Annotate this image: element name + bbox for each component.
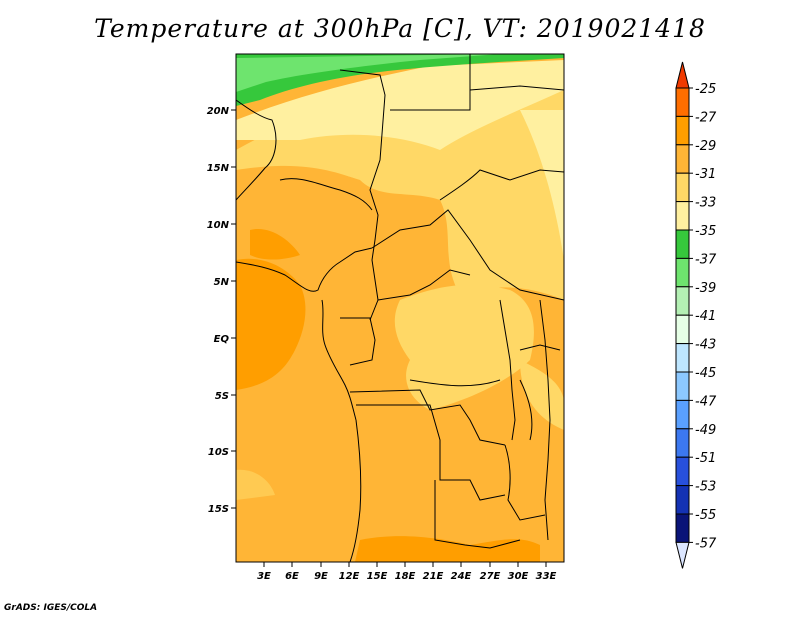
- colorbar-top-arrow: [675, 61, 690, 89]
- colorbar-label: -53: [695, 480, 716, 495]
- lat-label: 15N: [207, 163, 230, 174]
- colorbar-label: -51: [695, 451, 716, 466]
- lon-label: 6E: [285, 571, 299, 582]
- colorbar-swatch: [675, 286, 690, 316]
- colorbar-swatch: [675, 87, 690, 117]
- lat-label: 15S: [208, 504, 229, 515]
- colorbar-swatch: [675, 371, 690, 401]
- lon-label: 27E: [480, 571, 501, 582]
- lat-label: 20N: [207, 106, 230, 117]
- lon-label: 24E: [451, 571, 472, 582]
- colorbar-label: -31: [695, 167, 716, 182]
- lat-label: 5S: [215, 391, 229, 402]
- colorbar-label: -41: [695, 309, 716, 324]
- colorbar-swatch: [675, 314, 690, 345]
- lat-label: EQ: [214, 334, 230, 345]
- colorbar-label: -25: [695, 82, 716, 97]
- colorbar-label: -43: [695, 338, 716, 353]
- colorbar-swatch: [675, 172, 690, 203]
- colorbar-label: -49: [695, 423, 716, 438]
- colorbar-label: -57: [695, 536, 717, 551]
- lon-label: 9E: [314, 571, 328, 582]
- lat-label: 10S: [208, 447, 229, 458]
- colorbar-swatch: [675, 399, 690, 430]
- credit-label: GrADS: IGES/COLA: [4, 603, 98, 613]
- chart-title: Temperature at 300hPa [C], VT: 201902141…: [94, 14, 706, 43]
- colorbar-swatch: [675, 257, 690, 288]
- lon-label: 18E: [395, 571, 416, 582]
- latitude-axis: 20N 15N 10N 5N EQ 5S 10S 15S: [207, 106, 236, 515]
- colorbar: -25 -27 -29 -31 -33 -35 -37 -39 -41 -43 -45 -47 -49 -…: [675, 61, 717, 569]
- longitude-axis: 3E 6E 9E 12E 15E 18E 21E 24E 27E 30E 33E: [257, 562, 557, 582]
- lon-label: 33E: [536, 571, 557, 582]
- colorbar-swatch: [675, 343, 690, 373]
- colorbar-label: -45: [695, 366, 716, 381]
- colorbar-label: -27: [695, 110, 717, 125]
- colorbar-label: -37: [695, 252, 717, 267]
- colorbar-swatch: [675, 115, 690, 146]
- lon-label: 21E: [423, 571, 444, 582]
- colorbar-label: -47: [695, 394, 717, 409]
- colorbar-label: -33: [695, 196, 716, 211]
- lat-label: 5N: [214, 277, 230, 288]
- lon-label: 3E: [257, 571, 271, 582]
- temperature-field: [236, 54, 564, 562]
- colorbar-swatch: [675, 229, 690, 259]
- colorbar-swatch: [675, 513, 690, 543]
- colorbar-swatch: [675, 144, 690, 174]
- colorbar-swatch: [675, 485, 690, 515]
- colorbar-label: -39: [695, 281, 716, 296]
- colorbar-label: -29: [695, 139, 716, 154]
- lon-label: 12E: [339, 571, 360, 582]
- colorbar-swatch: [675, 456, 690, 487]
- colorbar-bottom-arrow: [675, 541, 690, 569]
- colorbar-swatch: [675, 428, 690, 458]
- lon-label: 15E: [367, 571, 388, 582]
- lon-label: 30E: [508, 571, 529, 582]
- colorbar-swatch: [675, 201, 690, 231]
- lat-label: 10N: [207, 220, 230, 231]
- colorbar-label: -55: [695, 508, 716, 523]
- map-frame: [235, 53, 565, 563]
- colorbar-label: -35: [695, 224, 716, 239]
